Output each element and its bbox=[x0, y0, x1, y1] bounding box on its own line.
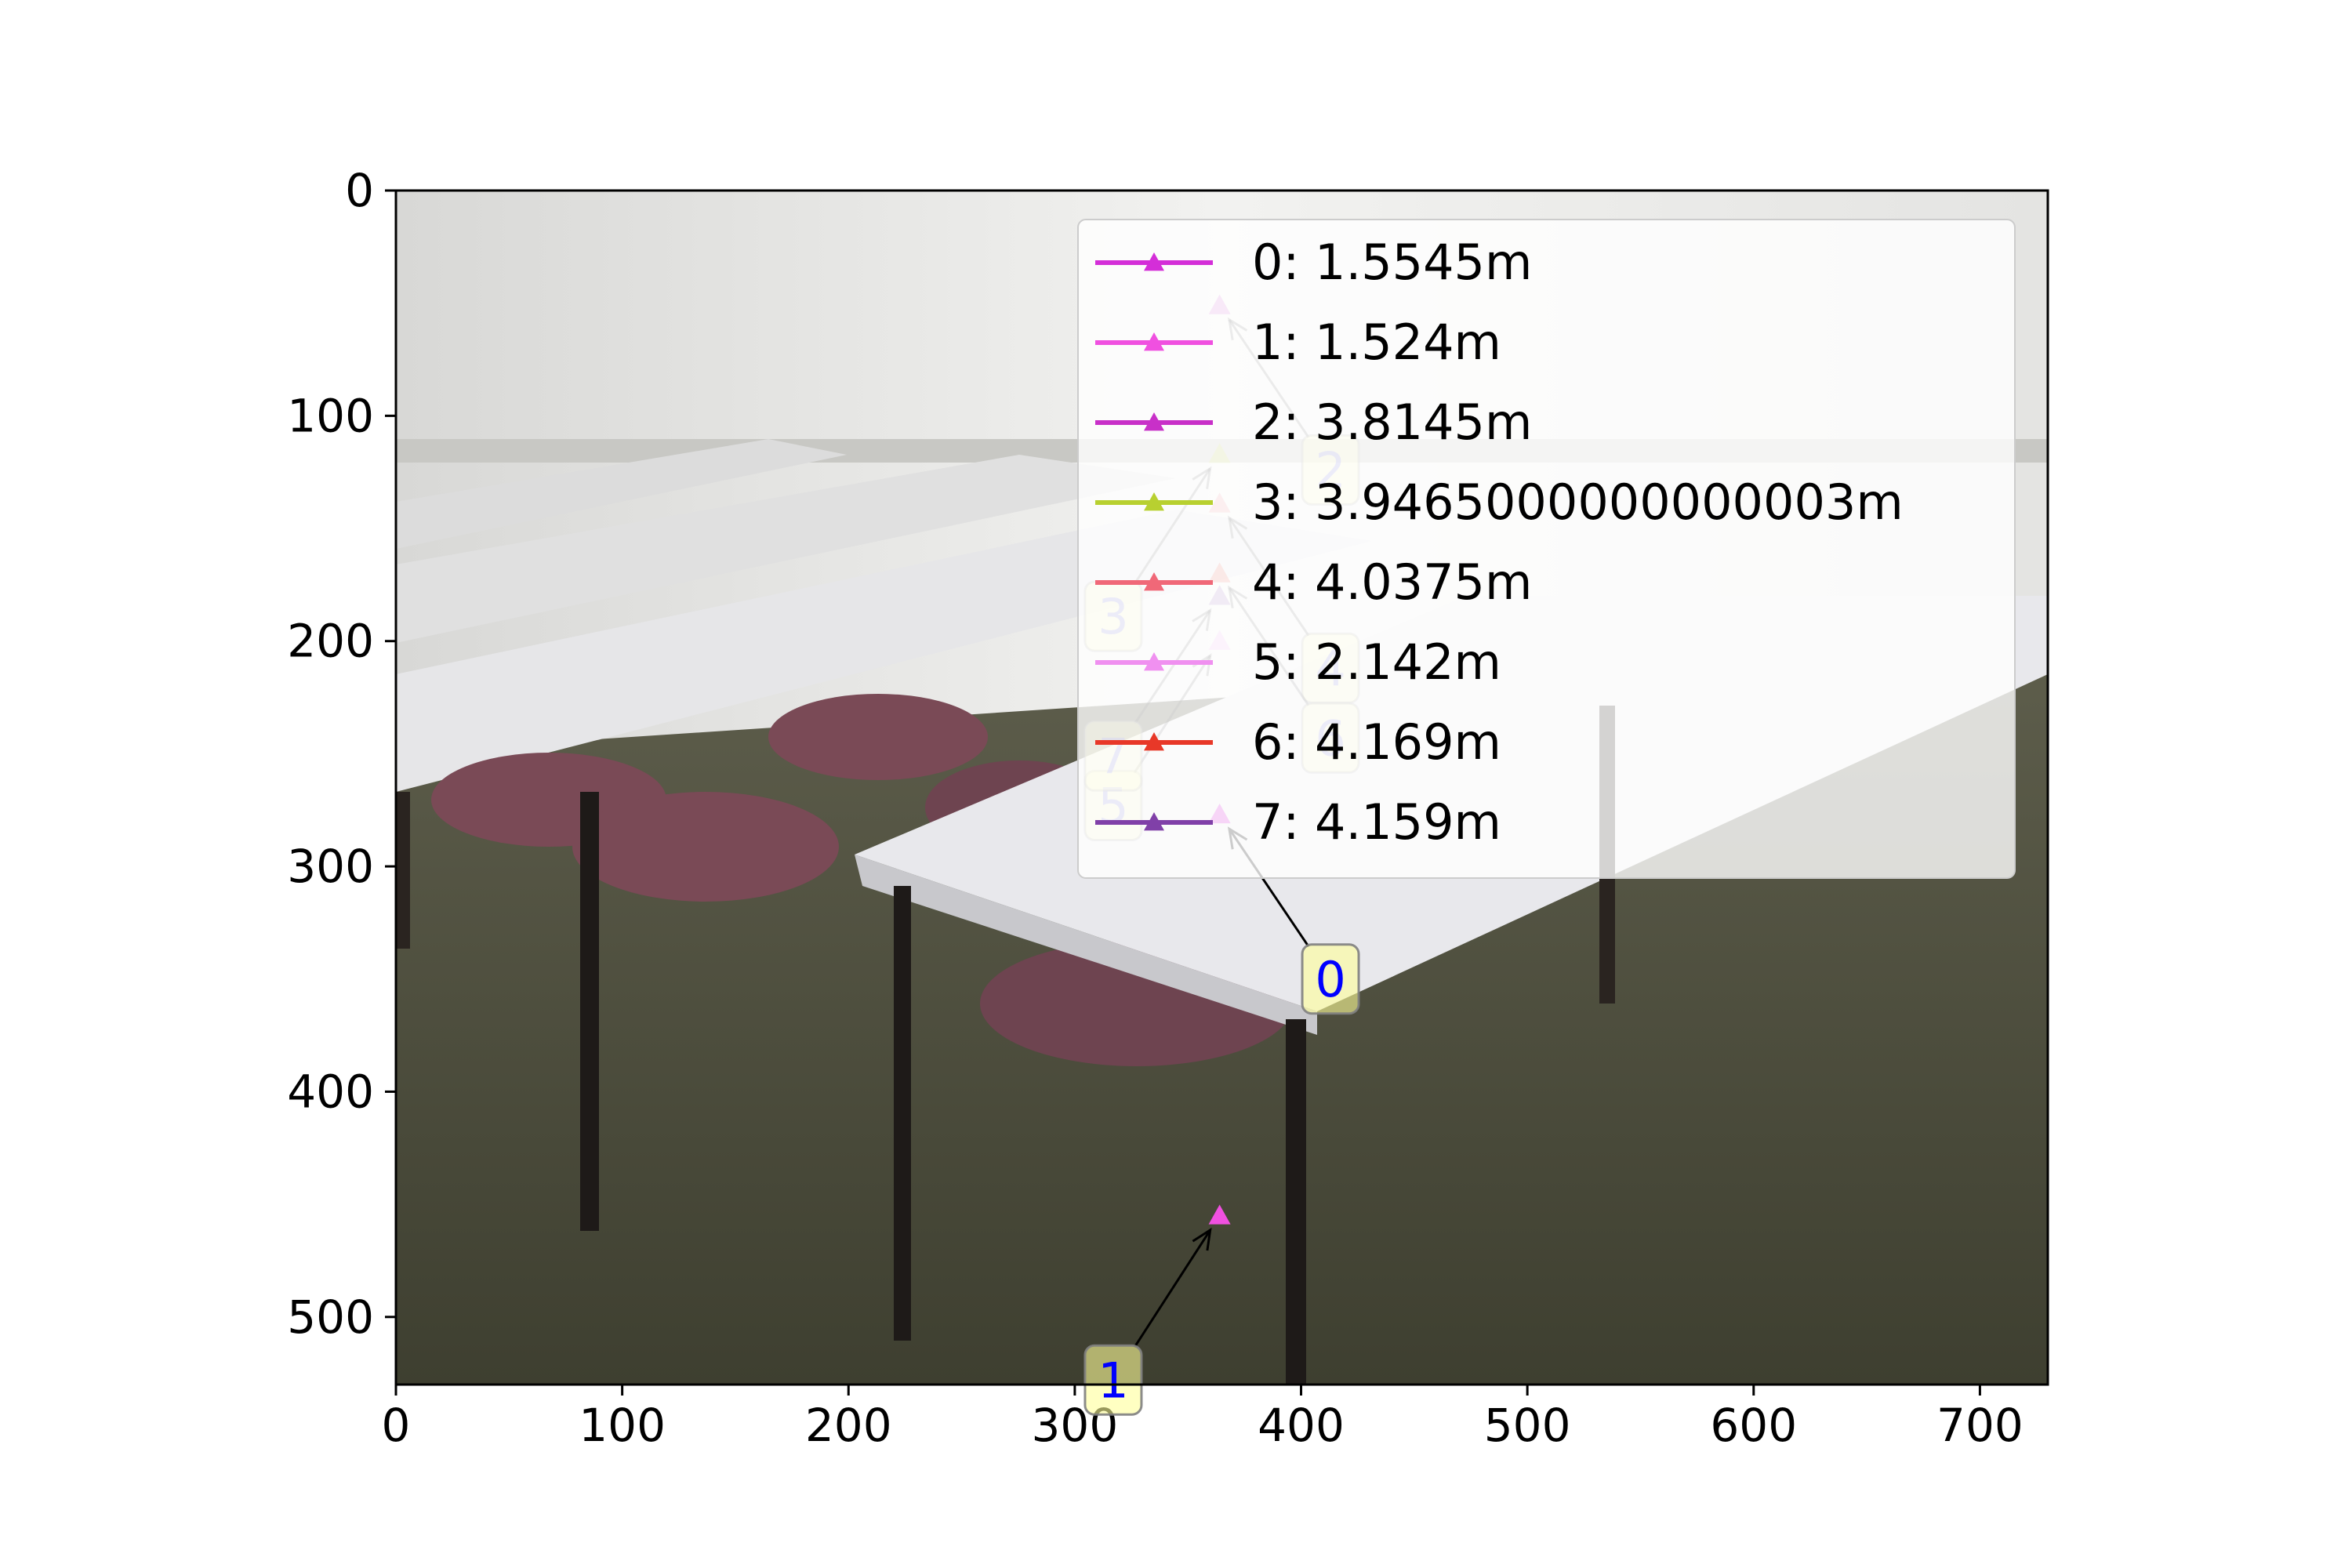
x-tick-label: 100 bbox=[579, 1399, 666, 1452]
legend-marker bbox=[1144, 572, 1164, 591]
legend-item: 0: 1.5545m bbox=[1095, 234, 1532, 291]
legend-item: 7: 4.159m bbox=[1095, 793, 1501, 851]
axes-frame bbox=[394, 189, 2049, 1386]
legend-marker bbox=[1144, 732, 1164, 751]
x-tick-label: 400 bbox=[1258, 1399, 1345, 1452]
y-tick-label: 100 bbox=[287, 389, 374, 442]
legend-label: 7: 4.159m bbox=[1252, 793, 1501, 851]
legend-box bbox=[1077, 219, 2016, 879]
x-tick-label: 200 bbox=[805, 1399, 892, 1452]
annotation-arrowhead bbox=[1192, 1227, 1212, 1251]
legend-marker bbox=[1144, 652, 1164, 671]
legend-item: 1: 1.524m bbox=[1095, 314, 1501, 371]
legend-marker bbox=[1144, 812, 1164, 831]
legend-label: 5: 2.142m bbox=[1252, 633, 1501, 691]
legend-item: 2: 3.8145m bbox=[1095, 394, 1532, 451]
legend-label: 2: 3.8145m bbox=[1252, 394, 1532, 451]
legend-label: 0: 1.5545m bbox=[1252, 234, 1532, 291]
legend-label: 4: 4.0375m bbox=[1252, 554, 1532, 611]
annotation-label-box bbox=[1301, 943, 1360, 1015]
annotation-label-box bbox=[1083, 1344, 1143, 1416]
legend-label: 3: 3.9465000000000003m bbox=[1252, 474, 1904, 531]
legend-item: 3: 3.9465000000000003m bbox=[1095, 474, 1904, 531]
y-tick-label: 0 bbox=[345, 164, 374, 217]
legend-marker bbox=[1144, 332, 1164, 351]
legend-marker bbox=[1144, 492, 1164, 511]
annotation-label: 0 bbox=[1315, 951, 1345, 1008]
y-tick-label: 400 bbox=[287, 1065, 374, 1118]
y-tick-label: 200 bbox=[287, 615, 374, 668]
x-tick-label: 0 bbox=[382, 1399, 411, 1452]
legend-item: 5: 2.142m bbox=[1095, 633, 1501, 691]
x-tick-label: 500 bbox=[1484, 1399, 1571, 1452]
legend: 0: 1.5545m 1: 1.524m 2: 3.8145m 3: 3.946500… bbox=[1077, 219, 2016, 879]
legend-marker bbox=[1144, 252, 1164, 271]
annotation-label: 1 bbox=[1098, 1352, 1128, 1409]
legend-label: 6: 4.169m bbox=[1252, 713, 1501, 771]
legend-label: 1: 1.524m bbox=[1252, 314, 1501, 371]
y-tick-label: 500 bbox=[287, 1290, 374, 1344]
legend-item: 4: 4.0375m bbox=[1095, 554, 1532, 611]
x-tick-label: 700 bbox=[1936, 1399, 2024, 1452]
data-point-1 bbox=[1208, 1204, 1231, 1225]
x-tick-label: 600 bbox=[1710, 1399, 1797, 1452]
y-axis-ticks: 0 100 200 300 400 500 bbox=[287, 164, 396, 1344]
legend-marker bbox=[1144, 412, 1164, 431]
y-tick-label: 300 bbox=[287, 840, 374, 893]
legend-item: 6: 4.169m bbox=[1095, 713, 1501, 771]
annotation-arrow bbox=[1133, 1229, 1211, 1348]
x-axis-ticks: 0 100 200 300 400 500 600 700 bbox=[382, 1385, 2024, 1452]
